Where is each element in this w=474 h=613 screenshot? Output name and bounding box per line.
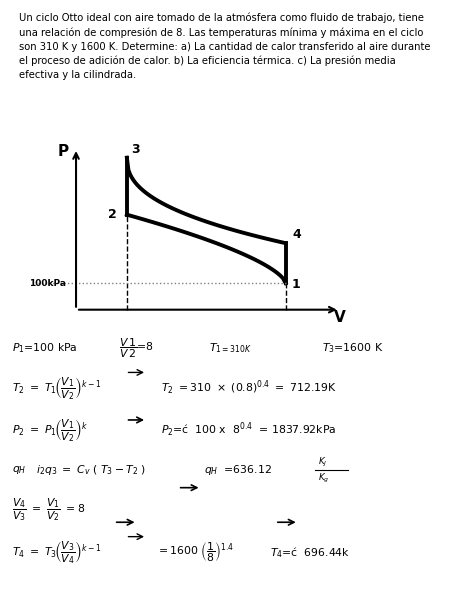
Text: $T_4\ =\ T_3\!\left(\dfrac{V_3}{V_4}\right)^{k-1}$: $T_4\ =\ T_3\!\left(\dfrac{V_3}{V_4}\rig… <box>12 539 101 566</box>
Text: 2: 2 <box>108 208 117 221</box>
Text: $\dfrac{V\,1}{V\,2}$=8: $\dfrac{V\,1}{V\,2}$=8 <box>118 337 153 360</box>
Text: $T_2\ =310\ \times\ (0.8)^{0.4}\ =\ 712.19\mathrm{K}$: $T_2\ =310\ \times\ (0.8)^{0.4}\ =\ 712.… <box>161 379 337 397</box>
Text: $T_2\ =\ T_1\!\left(\dfrac{V_1}{V_2}\right)^{k-1}$: $T_2\ =\ T_1\!\left(\dfrac{V_1}{V_2}\rig… <box>12 375 101 402</box>
Text: $i_2 q_3\ =\ C_v\ (\ T_3-T_2\ )$: $i_2 q_3\ =\ C_v\ (\ T_3-T_2\ )$ <box>36 463 146 478</box>
Text: $=1600\ \left(\dfrac{1}{8}\right)^{1.4}$: $=1600\ \left(\dfrac{1}{8}\right)^{1.4}$ <box>156 541 234 564</box>
Text: Un ciclo Otto ideal con aire tomado de la atmósfera como fluido de trabajo, tien: Un ciclo Otto ideal con aire tomado de l… <box>19 12 430 80</box>
Text: V: V <box>334 310 346 325</box>
Text: $K_J$: $K_J$ <box>318 456 327 469</box>
Text: $T_{1=310K}$: $T_{1=310K}$ <box>209 341 251 355</box>
Text: $q_H$: $q_H$ <box>12 465 26 476</box>
Text: $T_3$=1600 K: $T_3$=1600 K <box>322 341 384 355</box>
Text: $P_2\ =\ P_1\!\left(\dfrac{V_1}{V_2}\right)^{k}$: $P_2\ =\ P_1\!\left(\dfrac{V_1}{V_2}\rig… <box>12 417 88 444</box>
Text: 1: 1 <box>292 278 301 292</box>
Text: $K_g$: $K_g$ <box>318 472 329 485</box>
Text: $P_2$=ć  100 x  $8^{0.4}$  = 1837.92kPa: $P_2$=ć 100 x $8^{0.4}$ = 1837.92kPa <box>161 421 337 440</box>
Text: P: P <box>58 145 69 159</box>
Text: $q_H$  =636.12: $q_H$ =636.12 <box>204 463 272 478</box>
Text: 4: 4 <box>292 228 301 242</box>
Text: 100kPa: 100kPa <box>29 278 66 287</box>
Text: 3: 3 <box>132 143 140 156</box>
Text: $P_1$=100 kPa: $P_1$=100 kPa <box>12 341 77 355</box>
Text: $\dfrac{V_4}{V_3}\ =\ \dfrac{V_1}{V_2}\ =8$: $\dfrac{V_4}{V_3}\ =\ \dfrac{V_1}{V_2}\ … <box>12 496 85 523</box>
Text: $T_4$=ć  696.44k: $T_4$=ć 696.44k <box>270 545 350 560</box>
